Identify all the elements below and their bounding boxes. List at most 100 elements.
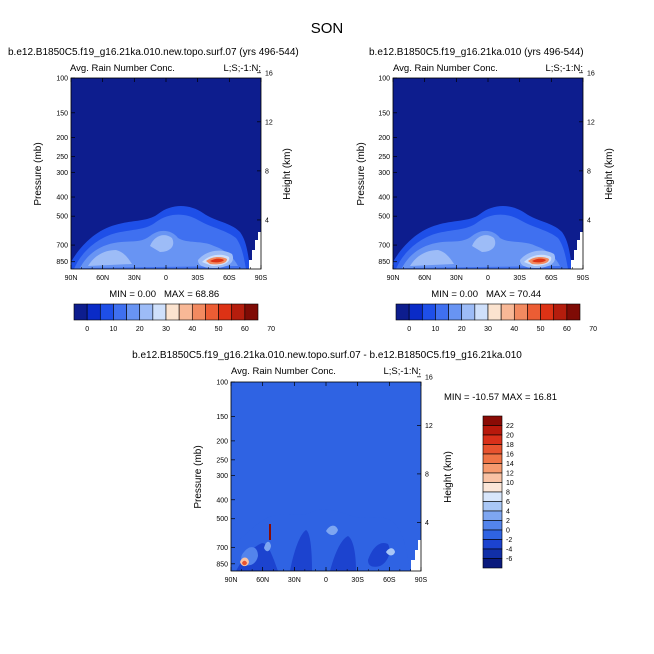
panel-1-colorbar-box [139,303,154,321]
panel-2-x-tick-label: 30N [450,275,463,282]
panel-2-colorbar: 0 10 20 30 40 50 60 70 [395,303,597,333]
panel-3-colorbar-box [482,548,503,559]
panel-1: b.e12.B1850C5.f19_g16.21ka.010.new.topo.… [8,47,299,333]
panel-2-ylabel-right: Height (km) [604,148,615,200]
panel-3-band-1 [231,509,410,571]
panel-3-title: b.e12.B1850C5.f19_g16.21ka.010.new.topo.… [132,350,522,361]
panel-3-colorbar-label: -2 [506,537,512,544]
panel-2-y-right-tick-label: 4 [587,217,591,224]
panel-2-plot [393,78,583,269]
panel-2-colorbar-box [461,303,476,321]
panel-3-colorbar-label: -4 [506,547,512,554]
panel-3-colorbar-box [482,558,503,569]
panel-1-colorbar-box [152,303,167,321]
panel-1-colorbar-box [73,303,88,321]
panel-3-y-tick-label: 700 [216,545,228,552]
panel-3-y-tick-label: 250 [216,457,228,464]
panel-3-colorbar-box [482,501,503,512]
panel-3-colorbar-box [482,444,503,455]
panel-1-colorbar-label: 0 [85,326,89,333]
panel-3-band-11 [242,560,247,566]
panel-2-colorbar-label: 0 [407,326,411,333]
panel-2-max-label: MAX = 70.44 [486,289,541,300]
panel-2-colorbar-label: 30 [484,326,492,333]
panel-2-colorbar-label: 20 [458,326,466,333]
panel-2-colorbar-box [408,303,423,321]
panel-2-x-tick-label: 60N [418,275,431,282]
panel-3-colorbar-box [482,434,503,445]
panel-2-right-label: L;S;-1:N; [546,63,584,74]
panel-2-colorbar-box [513,303,528,321]
panel-2-y-tick-label: 850 [378,259,390,266]
panel-3-y-tick-label: 500 [216,516,228,523]
panel-2-colorbar-box [540,303,555,321]
panel-2-x-tick-label: 30S [513,275,526,282]
panel-3-x-tick-label: 60S [383,577,396,584]
panel-1-colorbar-label: 10 [110,326,118,333]
panel-1-y-tick-label: 300 [56,170,68,177]
panel-3-band-6 [326,525,338,536]
panel-2-colorbar-label: 40 [510,326,518,333]
panel-1-ylabel: Pressure (mb) [33,142,44,205]
panel-3-topography-mask [411,540,421,571]
panel-2-y-tick-label: 400 [378,195,390,202]
panel-3-colorbar-box [482,425,503,436]
panel-3: b.e12.B1850C5.f19_g16.21ka.010.new.topo.… [132,350,557,584]
panel-3-axes: 90N 60N 30N 0 30S 60S 90S 100 150 200 250 300 400 500… [216,374,433,584]
panel-1-colorbar: 0 10 20 30 40 50 60 70 [73,303,275,333]
panel-3-band-4 [330,536,356,571]
panel-3-x-tick-label: 30N [288,577,301,584]
panel-3-colorbar-label: 16 [506,452,514,459]
panel-3-y-right-tick-label: 12 [425,423,433,430]
panel-2-y-tick-label: 300 [378,170,390,177]
panel-1-ylabel-right: Height (km) [282,148,293,200]
panel-3-colorbar-label: -6 [506,556,512,563]
panel-3-colorbar-label: 22 [506,423,514,430]
panel-2-y-right-tick-label: 8 [587,168,591,175]
panel-1-y-tick-label: 700 [56,243,68,250]
panel-1-band-4 [88,250,132,266]
panel-2-y-tick-label: 200 [378,135,390,142]
panel-3-ylabel-right: Height (km) [443,451,454,503]
panel-3-band-7 [264,541,271,552]
panel-1-colorbar-label: 20 [136,326,144,333]
panel-2-x-tick-label: 60S [545,275,558,282]
panel-1-colorbar-box [113,303,127,321]
panel-1-colorbar-label: 60 [241,326,249,333]
panel-2-colorbar-label: 70 [589,326,597,333]
panel-1-min-label: MIN = 0.00 [109,289,156,300]
panel-3-ylabel: Pressure (mb) [193,445,204,508]
panel-3-colorbar-box [482,453,503,464]
panel-3-colorbar-box [482,463,503,474]
panel-3-colorbar-label: 8 [506,490,510,497]
panel-2-colorbar-label: 50 [537,326,545,333]
panel-3-plot [231,382,421,571]
panel-1-colorbar-box [165,303,180,321]
panel-3-colorbar-label: 4 [506,509,510,516]
panel-1-title: b.e12.B1850C5.f19_g16.21ka.010.new.topo.… [8,47,299,58]
panel-2-colorbar-box [448,303,463,321]
panel-2-colorbar-box [566,303,581,321]
panel-2-colorbar-box [421,303,436,321]
panel-2-y-tick-label: 700 [378,243,390,250]
figure-title: SON [311,20,344,37]
panel-1-colorbar-box [86,303,101,321]
panel-3-contours [231,509,410,571]
panel-1-band-5 [150,235,174,252]
panel-1-left-label: Avg. Rain Number Conc. [70,63,175,74]
panel-2-min-label: MIN = 0.00 [431,289,478,300]
panel-2-colorbar-box [395,303,410,321]
panel-1-plot [71,78,261,269]
panel-3-x-tick-label: 30S [351,577,364,584]
panel-1-colorbar-box [178,303,193,321]
panel-3-left-label: Avg. Rain Number Conc. [231,366,336,377]
panel-1-y-tick-label: 850 [56,259,68,266]
panel-2-colorbar-label: 60 [563,326,571,333]
panel-1-colorbar-box [244,303,259,321]
panel-1-colorbar-label: 30 [162,326,170,333]
panel-1-y-tick-label: 250 [56,154,68,161]
panel-1-x-tick-label: 0 [164,275,168,282]
panel-1-topography-mask [249,232,261,269]
panel-3-x-tick-label: 60N [256,577,269,584]
